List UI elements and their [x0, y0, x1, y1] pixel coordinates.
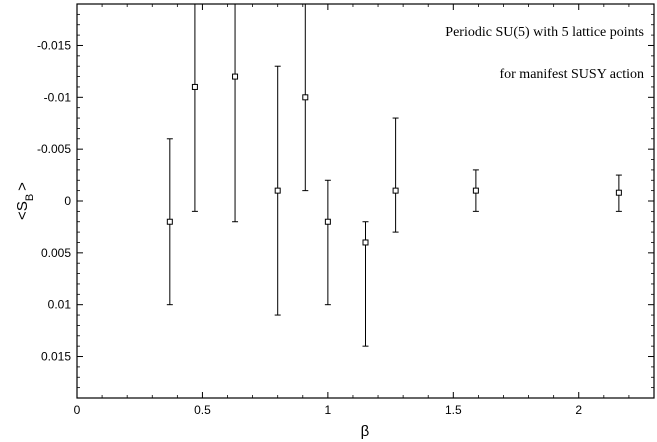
y-tick-label: -0.01 — [44, 90, 72, 104]
y-tick-label: 0 — [64, 194, 71, 208]
y-tick-label: 0.005 — [41, 246, 71, 260]
ticks — [76, 4, 654, 398]
x-tick-label: 0 — [74, 403, 81, 417]
x-tick-label: 1.5 — [445, 403, 462, 417]
x-tick-label: 2 — [575, 403, 582, 417]
y-tick-label: 0.01 — [48, 298, 72, 312]
svg-text:<SB>: <SB > — [14, 182, 36, 220]
y-axis-title-main: <S — [14, 201, 31, 220]
data-markers — [166, 3, 622, 347]
y-axis-title: <SB > — [14, 182, 36, 220]
data-point — [392, 187, 399, 194]
annotation-line-1: Periodic SU(5) with 5 lattice points — [445, 25, 644, 40]
data-point — [274, 187, 281, 194]
data-point — [166, 218, 173, 225]
data-point — [362, 239, 369, 246]
data-point — [615, 189, 622, 196]
y-tick-label: 0.015 — [41, 350, 71, 364]
y-axis-title-close: > — [14, 182, 31, 191]
y-tick-label: -0.005 — [37, 142, 71, 156]
data-point — [324, 218, 331, 225]
x-tick-label: 1 — [325, 403, 332, 417]
x-axis-title: β — [361, 423, 370, 440]
y-axis-title-sub: B — [24, 194, 36, 201]
data-point — [302, 94, 309, 101]
data-point — [191, 83, 198, 90]
x-tick-label: 0.5 — [194, 403, 211, 417]
y-tick-label: -0.015 — [37, 38, 71, 52]
annotation-line-2: for manifest SUSY action — [499, 67, 644, 82]
data-point — [472, 187, 479, 194]
tick-labels: 0 0.5 1 1.5 2 -0.015 -0.01 -0.005 0 0.005 0.01 0.01… — [37, 38, 582, 417]
data-point — [232, 73, 239, 80]
